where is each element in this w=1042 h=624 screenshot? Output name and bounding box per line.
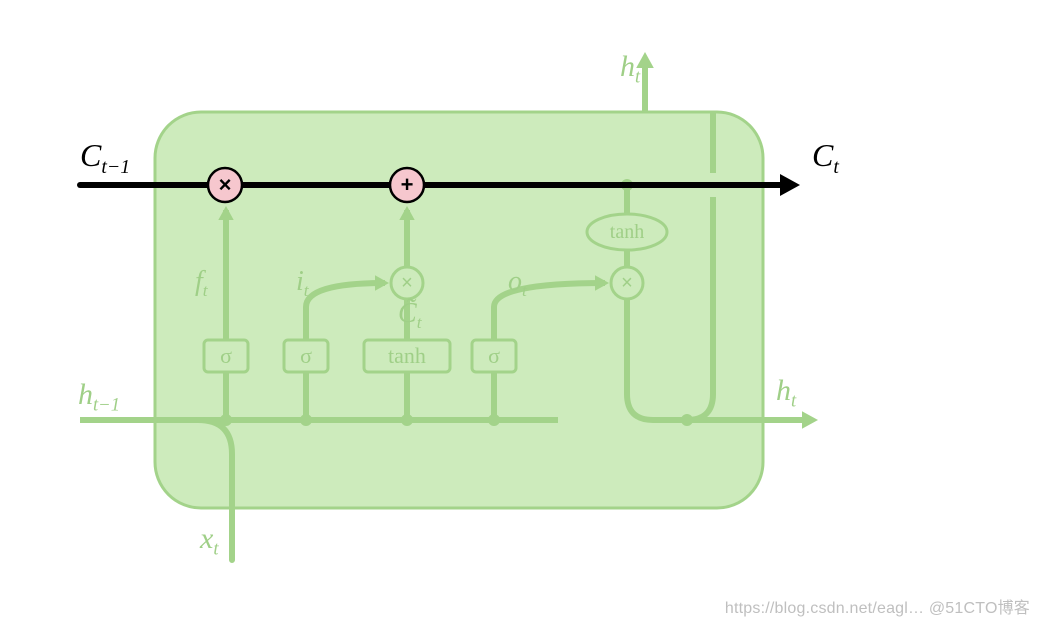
op-input-plus-glyph: + <box>401 172 414 197</box>
faded-layer: σσtanhσtanh××ht−1hthtxtftitC̃tot <box>78 50 818 560</box>
gate-sigma-i-label: σ <box>300 343 312 368</box>
tanh-out-label: tanh <box>610 221 644 243</box>
gate-sigma-o-label: σ <box>488 343 500 368</box>
label-C_next: Ct <box>812 137 839 178</box>
label-h_prev: ht−1 <box>78 378 120 416</box>
op-forget-mult-glyph: × <box>219 172 232 197</box>
label-h_top: ht <box>620 50 641 88</box>
op-mult-c-glyph: × <box>401 272 413 294</box>
gate-tanh-c-label: tanh <box>388 343 426 368</box>
label-x_in: xt <box>199 522 219 560</box>
lstm-cell-body <box>155 112 763 508</box>
gate-sigma-f-label: σ <box>220 343 232 368</box>
label-h_next: ht <box>776 374 797 412</box>
op-mult-h-glyph: × <box>621 272 633 294</box>
watermark-text: https://blog.csdn.net/eagl… @51CTO博客 <box>725 594 1030 618</box>
label-C_prev: Ct−1 <box>80 137 130 178</box>
